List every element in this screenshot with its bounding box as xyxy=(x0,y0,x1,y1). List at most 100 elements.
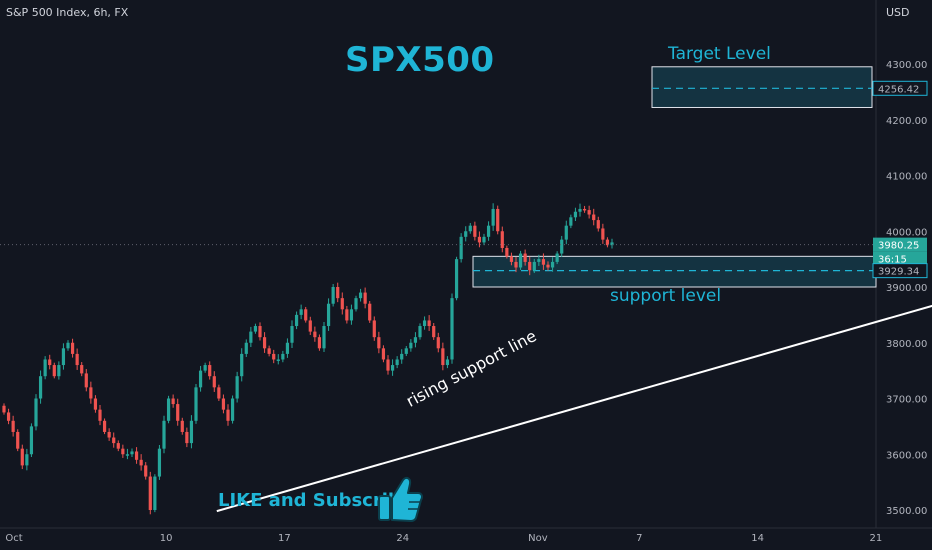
candle-body xyxy=(84,373,88,388)
candle-body xyxy=(80,365,84,374)
candle-body xyxy=(144,465,148,477)
price-tick-label: 4300.00 xyxy=(886,60,927,71)
time-tick-label: 21 xyxy=(870,533,883,544)
candle-body xyxy=(578,208,582,212)
candle-body xyxy=(11,420,15,432)
candle-body xyxy=(450,298,454,360)
candle-body xyxy=(125,454,130,456)
candle-body xyxy=(560,239,564,254)
time-tick-label: 14 xyxy=(751,533,764,544)
candle-body xyxy=(2,405,6,413)
candle-body xyxy=(112,437,116,444)
thumbs-up-icon xyxy=(378,476,423,522)
candle-body xyxy=(121,448,125,455)
candle-body xyxy=(395,359,399,366)
candle-body xyxy=(601,228,605,240)
candle-body xyxy=(550,261,555,268)
candle-body xyxy=(610,242,614,246)
candle-body xyxy=(505,247,509,257)
candle-body xyxy=(6,412,11,421)
candle-body xyxy=(468,225,472,232)
candle-body xyxy=(592,214,596,221)
candle-body xyxy=(89,387,93,399)
price-tick-label: 4000.00 xyxy=(886,227,927,238)
candle-body xyxy=(166,398,171,421)
candle-body xyxy=(29,426,34,455)
support-zone xyxy=(472,255,877,288)
candle-body xyxy=(509,256,514,262)
candle-body xyxy=(582,208,587,211)
candle-body xyxy=(212,376,216,388)
candle-body xyxy=(308,320,312,332)
candle-body xyxy=(363,292,367,304)
candle-body xyxy=(436,337,440,349)
candle-body xyxy=(34,398,38,427)
candle-body xyxy=(171,398,175,405)
candle-body xyxy=(400,353,404,360)
candle-body xyxy=(454,259,459,299)
candle-body xyxy=(317,337,322,349)
candle-body xyxy=(514,261,518,268)
time-tick-label: Nov xyxy=(528,533,548,544)
candle-body xyxy=(272,353,276,360)
candle-body xyxy=(162,420,166,449)
candle-body xyxy=(267,348,271,354)
candle-body xyxy=(477,236,482,243)
candle-body xyxy=(290,326,294,343)
candle-body xyxy=(555,253,559,262)
candle-body xyxy=(93,398,98,410)
candle-body xyxy=(569,217,573,226)
candle-body xyxy=(345,309,349,321)
candle-body xyxy=(537,259,541,262)
candle-body xyxy=(573,211,578,218)
symbol-label[interactable]: S&P 500 Index, 6h, FX xyxy=(6,6,129,19)
candle-body xyxy=(445,359,450,366)
price-tick-label: 3600.00 xyxy=(886,450,927,461)
countdown-tag: 36:15 xyxy=(878,255,907,266)
candle-body xyxy=(358,292,363,299)
candle-body xyxy=(418,326,422,338)
candle-body xyxy=(180,420,184,432)
candle-body xyxy=(372,320,376,338)
candle-body xyxy=(354,298,358,310)
candle-body xyxy=(313,331,317,338)
candle-body xyxy=(473,225,477,237)
like-subscribe-text: LIKE and Subscribe xyxy=(218,490,413,511)
candle-body xyxy=(139,459,143,466)
candle-body xyxy=(285,342,290,354)
candle-body xyxy=(528,261,532,271)
candle-body xyxy=(427,320,431,327)
time-axis[interactable]: Oct101724Nov71421Dec1219 xyxy=(5,533,932,544)
candle-body xyxy=(368,303,372,321)
candle-body xyxy=(322,326,326,349)
candle-body xyxy=(304,309,308,321)
candle-body xyxy=(157,448,162,477)
candle-body xyxy=(258,326,262,338)
target-price-tag: 4256.42 xyxy=(878,84,919,95)
candle-body xyxy=(564,225,568,240)
candle-body xyxy=(25,454,29,466)
candle-body xyxy=(153,476,157,510)
candle-body xyxy=(134,451,139,460)
candle-body xyxy=(102,420,107,432)
candle-body xyxy=(198,370,203,388)
candle-body xyxy=(523,253,527,262)
candle-body xyxy=(491,208,495,226)
candle-body xyxy=(148,476,152,510)
support-level-label: support level xyxy=(610,286,722,306)
candle-body xyxy=(130,451,134,455)
candle-body xyxy=(587,210,591,215)
candle-body xyxy=(16,431,20,449)
candle-body xyxy=(48,359,52,366)
candle-body xyxy=(221,398,226,410)
price-axis[interactable]: 4300.00 4200.00 4100.00 4000.00 3900.00 3800.… xyxy=(886,60,927,517)
candle-body xyxy=(98,409,102,421)
rising-support-line xyxy=(216,304,932,513)
candle-body xyxy=(413,337,418,343)
candle-body xyxy=(281,353,285,360)
zones-layer xyxy=(472,66,877,288)
candle-body xyxy=(249,331,253,343)
